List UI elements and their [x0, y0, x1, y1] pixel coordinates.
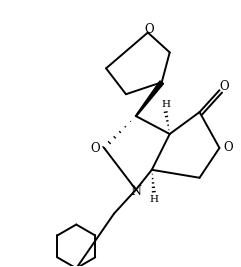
Text: O: O	[144, 23, 154, 36]
Text: O: O	[90, 142, 100, 155]
Text: N: N	[130, 185, 141, 198]
Text: H: H	[161, 100, 170, 109]
Text: O: O	[224, 142, 233, 154]
Text: H: H	[149, 195, 158, 204]
Polygon shape	[135, 81, 164, 116]
Text: O: O	[220, 80, 229, 93]
